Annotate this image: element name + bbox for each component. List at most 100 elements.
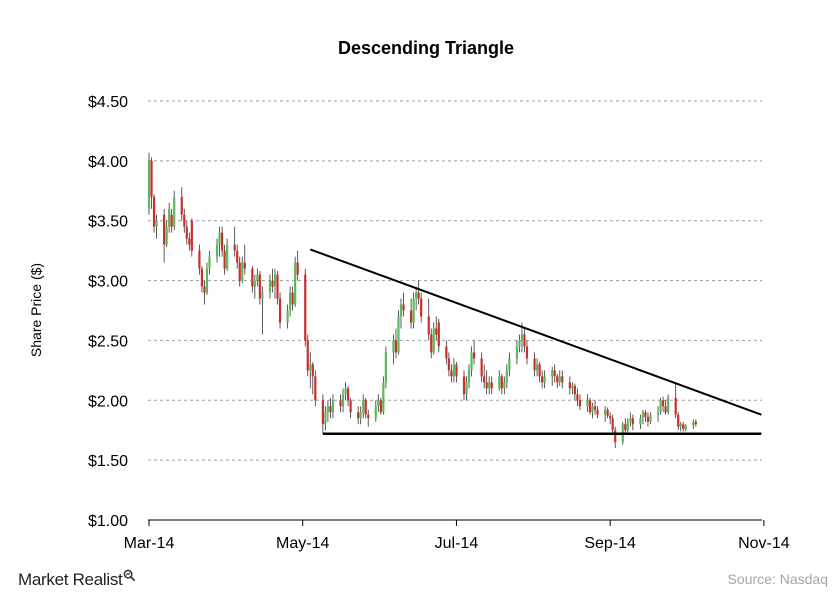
candle — [344, 382, 347, 401]
candle — [435, 316, 438, 341]
candle — [349, 397, 352, 419]
candle — [533, 352, 536, 377]
candle — [488, 376, 491, 395]
candle — [432, 322, 435, 355]
candle-body — [276, 274, 279, 299]
candle-body — [362, 400, 365, 413]
candle — [591, 402, 594, 419]
candle — [515, 340, 519, 365]
candle-body — [447, 358, 450, 371]
candle — [465, 376, 468, 401]
candle-body — [568, 382, 571, 389]
candle — [321, 394, 324, 434]
candle-body — [556, 376, 559, 383]
candle — [251, 266, 254, 293]
brand-logo: Market Realist — [18, 569, 136, 590]
candle — [359, 406, 362, 425]
candle-body — [538, 364, 541, 377]
candle-body — [462, 376, 466, 395]
candle-body — [399, 304, 403, 317]
candle-body — [500, 376, 503, 389]
magnifier-icon — [124, 569, 136, 582]
candle-body — [273, 274, 277, 287]
candle-body — [578, 400, 582, 407]
candle — [183, 208, 186, 233]
candle-body — [218, 232, 221, 245]
candle — [639, 414, 642, 430]
candle-body — [329, 406, 332, 413]
candle — [611, 414, 614, 434]
x-tick-label: Jul-14 — [435, 535, 479, 552]
candle — [452, 358, 456, 383]
candle-body — [236, 250, 239, 263]
candle-body — [402, 304, 405, 311]
candle-body — [415, 292, 418, 299]
candle-body — [205, 268, 209, 293]
candle — [606, 407, 609, 419]
candle — [558, 370, 561, 386]
candle — [447, 352, 450, 377]
candle-body — [321, 400, 324, 425]
candle — [674, 382, 677, 419]
candle — [220, 226, 224, 257]
candle-body — [472, 352, 476, 359]
candle-body — [168, 208, 171, 227]
candle-body — [384, 352, 387, 383]
candle-body — [253, 280, 256, 287]
candle-body — [215, 244, 219, 257]
candle-body — [326, 406, 330, 413]
candle — [505, 364, 508, 389]
candle — [190, 218, 193, 257]
candle — [147, 152, 151, 215]
candle — [364, 397, 367, 419]
candlestick-series — [147, 152, 697, 449]
candle — [417, 280, 420, 305]
candle — [314, 370, 317, 407]
candle-body — [543, 376, 546, 383]
candle-body — [644, 412, 647, 418]
candle — [163, 208, 166, 263]
candle — [173, 190, 176, 231]
candle-body — [646, 417, 650, 422]
candle — [455, 361, 458, 383]
candle-body — [455, 364, 458, 377]
candle — [379, 397, 382, 415]
candle-body — [667, 397, 670, 413]
candle-body — [588, 400, 592, 413]
candle-body — [409, 310, 413, 323]
candle-body — [515, 346, 519, 359]
candle-body — [480, 358, 483, 377]
candle-body — [271, 280, 274, 287]
candle — [326, 400, 330, 422]
candle — [152, 194, 156, 233]
candle — [155, 214, 158, 239]
candle — [286, 304, 289, 329]
candle-body — [344, 388, 347, 395]
candle — [646, 412, 650, 427]
candle-body — [223, 250, 226, 269]
candle — [306, 334, 309, 377]
candle-body — [188, 238, 191, 245]
x-tick-label: Nov-14 — [738, 535, 790, 552]
candle-body — [346, 388, 350, 401]
candle-body — [341, 394, 345, 407]
candle — [170, 208, 173, 233]
candle-body — [324, 412, 327, 425]
candle-body — [518, 340, 521, 347]
candle — [679, 421, 682, 432]
candle — [535, 358, 539, 377]
candle — [346, 385, 350, 407]
candle — [294, 256, 297, 307]
candle — [420, 292, 423, 323]
candle — [238, 256, 241, 287]
candle-body — [294, 262, 297, 305]
candle-body — [561, 376, 564, 383]
candle — [604, 406, 607, 422]
candle-body — [498, 376, 501, 389]
candle — [271, 268, 274, 293]
candle — [692, 419, 695, 430]
candle — [541, 370, 544, 389]
candle — [392, 334, 395, 365]
candle-body — [467, 370, 471, 383]
candle-body — [233, 244, 236, 251]
